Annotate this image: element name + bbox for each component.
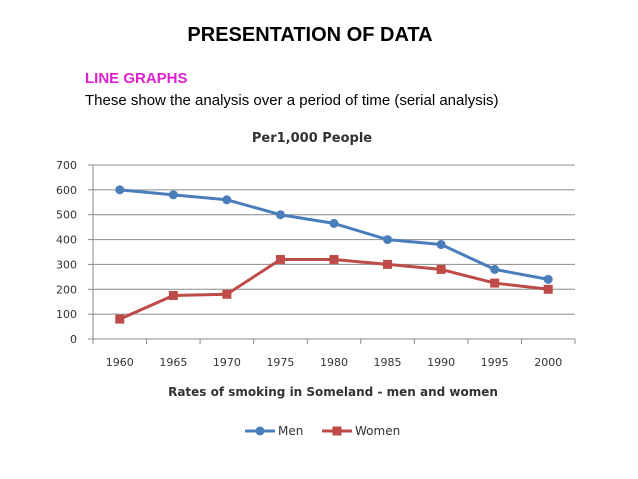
section-heading: LINE GRAPHS <box>85 70 188 87</box>
data-point-men <box>222 195 232 205</box>
legend-marker-men <box>255 426 265 436</box>
x-tick-label: 1980 <box>320 356 348 369</box>
section-description: These show the analysis over a period of… <box>85 92 499 109</box>
axes: 0 100 200 300 400 500 600 700 1960 1965 1970 1975 19… <box>56 159 576 369</box>
data-point-men <box>383 235 393 245</box>
data-point-women <box>168 291 178 300</box>
data-point-men <box>543 274 553 284</box>
y-tick-label: 300 <box>56 258 77 271</box>
data-point-women <box>383 259 393 269</box>
x-tick-label: 2000 <box>534 356 562 369</box>
legend-label-women: Women <box>355 424 400 438</box>
gridlines <box>93 164 575 315</box>
data-point-women <box>275 254 285 264</box>
y-tick-label: 600 <box>56 184 77 197</box>
y-tick-label: 200 <box>56 283 77 296</box>
series-line-men <box>119 188 549 281</box>
data-point-women <box>115 314 125 324</box>
x-tick-label: 1970 <box>213 356 241 369</box>
data-point-women <box>222 289 232 299</box>
chart-title: Per1,000 People <box>252 131 372 146</box>
y-tick-label: 700 <box>56 159 77 172</box>
data-point-men <box>329 218 339 228</box>
slide-title: PRESENTATION OF DATA <box>187 24 433 46</box>
x-axis-label: Rates of smoking in Someland - men and w… <box>168 385 498 399</box>
data-point-women <box>543 284 553 294</box>
x-tick-label: 1995 <box>481 356 509 369</box>
data-point-women <box>436 264 446 274</box>
data-point-men <box>115 185 125 195</box>
x-tick-label: 1960 <box>106 356 134 369</box>
x-tick-label: 1990 <box>427 356 455 369</box>
legend: Men Women <box>245 424 400 438</box>
data-point-women <box>329 254 339 264</box>
legend-marker-women <box>332 426 342 436</box>
data-point-men <box>275 210 285 220</box>
y-tick-label: 400 <box>56 234 77 247</box>
data-point-men <box>436 240 446 250</box>
y-tick-label: 0 <box>70 333 77 346</box>
x-tick-label: 1985 <box>374 356 402 369</box>
y-tick-label: 100 <box>56 308 77 321</box>
series-lines <box>115 185 553 324</box>
y-tick-label: 500 <box>56 209 77 222</box>
data-point-women <box>490 278 500 288</box>
x-tick-label: 1975 <box>266 356 294 369</box>
legend-label-men: Men <box>278 424 303 438</box>
data-point-men <box>168 190 178 200</box>
data-point-men <box>490 264 500 274</box>
x-tick-label: 1965 <box>159 356 187 369</box>
